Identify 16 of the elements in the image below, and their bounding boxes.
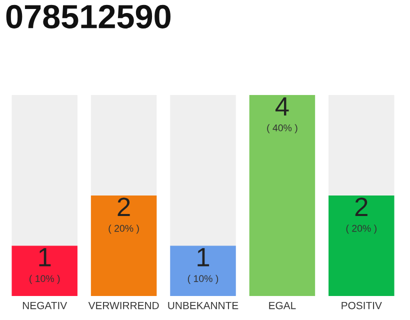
annotation: ( 20% ) — [346, 224, 376, 234]
annotation: ( 10% ) — [188, 274, 218, 284]
chart-title: 078512590 — [6, 4, 170, 28]
annotation: ( 20% ) — [108, 224, 139, 234]
x-tick-label: POSITIV — [342, 302, 382, 310]
data-label: 2 — [118, 198, 130, 216]
data-label: 4 — [275, 97, 289, 116]
data-label: 1 — [39, 248, 51, 266]
annotation: ( 10% ) — [30, 274, 60, 284]
x-tick-label: VERWIRREND — [88, 302, 159, 310]
x-tick-label: NEGATIV — [22, 302, 68, 310]
x-tick-label: EGAL — [269, 302, 296, 310]
annotation: ( 40% ) — [267, 124, 298, 134]
data-label: 2 — [355, 198, 368, 216]
x-tick-label: UNBEKANNTE — [168, 302, 238, 310]
data-label: 1 — [198, 248, 210, 266]
